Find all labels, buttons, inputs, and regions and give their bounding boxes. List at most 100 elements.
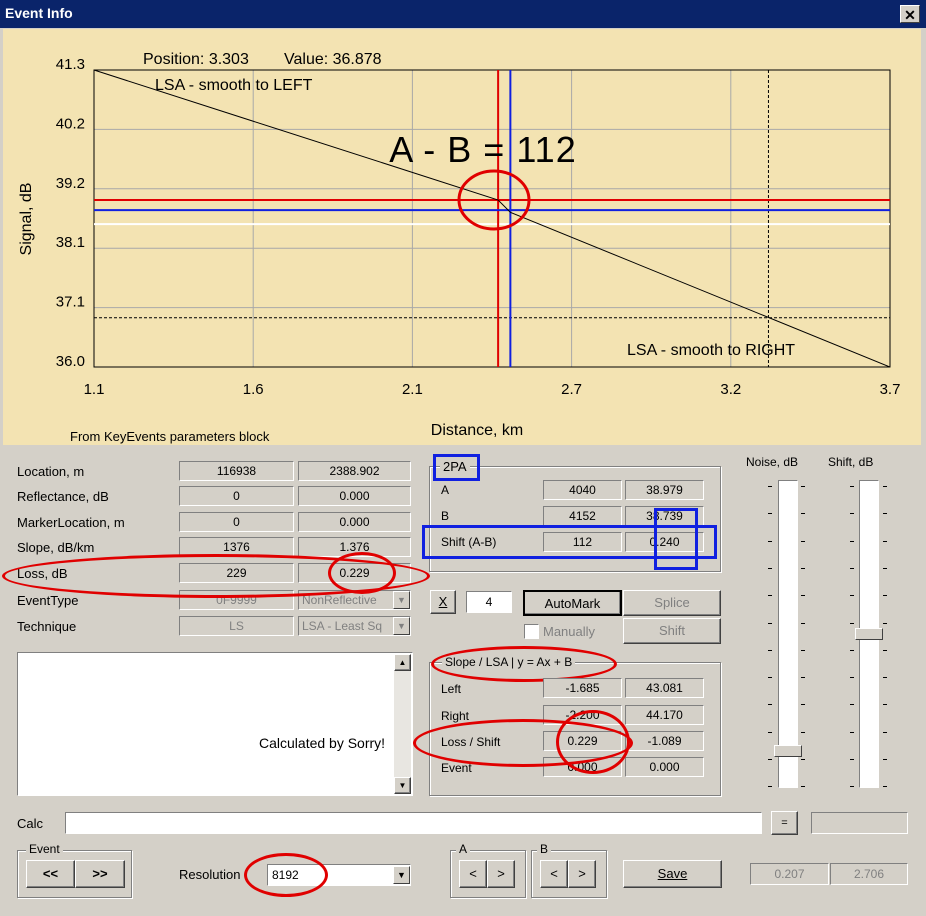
technique-label: Technique bbox=[17, 619, 77, 634]
slider-tick bbox=[883, 595, 887, 596]
twopa-title: 2PA bbox=[440, 459, 470, 474]
slider-tick bbox=[768, 759, 772, 760]
slider-tick bbox=[768, 541, 772, 542]
shift-button[interactable]: Shift bbox=[623, 618, 721, 644]
param-value-2: 2388.902 bbox=[298, 461, 411, 481]
y-axis-label: Signal, dB bbox=[18, 183, 35, 256]
slope-row-label: Right bbox=[441, 709, 470, 723]
calc-result-field bbox=[811, 812, 908, 834]
resolution-dropdown-arrow[interactable]: ▼ bbox=[393, 866, 410, 884]
slider-tick bbox=[883, 677, 887, 678]
twopa-row-label: A bbox=[441, 483, 450, 497]
memo-scroll-down-button[interactable]: ▼ bbox=[394, 777, 411, 794]
twopa-value-1: 112 bbox=[543, 532, 622, 552]
param-value-1: 0 bbox=[179, 512, 294, 532]
window-title: Event Info bbox=[5, 5, 73, 21]
slider-tick bbox=[883, 732, 887, 733]
close-button[interactable]: ✕ bbox=[900, 5, 920, 23]
manually-label: Manually bbox=[543, 624, 596, 639]
slider-tick bbox=[850, 568, 854, 569]
param-label: Loss, dB bbox=[17, 566, 68, 581]
slider-tick bbox=[801, 677, 805, 678]
b-nav-group bbox=[531, 850, 607, 898]
save-button[interactable]: Save bbox=[623, 860, 722, 888]
slider-tick bbox=[801, 786, 805, 787]
splice-button[interactable]: Splice bbox=[623, 590, 721, 616]
param-value-2: 0.000 bbox=[298, 512, 411, 532]
slider-tick bbox=[850, 759, 854, 760]
b-prev-button[interactable]: < bbox=[540, 860, 568, 888]
resolution-select[interactable]: 8192 bbox=[267, 864, 411, 886]
position-readout: Position: 3.303 bbox=[143, 51, 249, 68]
a-prev-button[interactable]: < bbox=[459, 860, 487, 888]
marker-highlight-oval bbox=[457, 169, 531, 231]
slider-tick bbox=[801, 568, 805, 569]
event-next-button[interactable]: >> bbox=[75, 860, 125, 888]
signal-chart[interactable]: 1.1 1.6 2.1 2.7 3.2 3.7 41.3 40.2 39.2 38.1 37.1 36… bbox=[3, 29, 921, 445]
value-readout: Value: 36.878 bbox=[284, 51, 382, 68]
event-prev-button[interactable]: << bbox=[26, 860, 75, 888]
title-bar bbox=[0, 0, 926, 28]
x-button[interactable]: X bbox=[430, 590, 456, 614]
manually-checkbox[interactable] bbox=[524, 624, 539, 639]
a-next-button[interactable]: > bbox=[487, 860, 515, 888]
param-label: MarkerLocation, m bbox=[17, 515, 125, 530]
slider-tick bbox=[801, 732, 805, 733]
twopa-value-1: 4040 bbox=[543, 480, 622, 500]
calc-equals-button[interactable]: = bbox=[771, 811, 798, 835]
x-tick-label: 2.7 bbox=[561, 381, 582, 398]
noise-slider-track[interactable] bbox=[778, 480, 798, 788]
slider-tick bbox=[883, 486, 887, 487]
slope-lsa-title: Slope / LSA | y = Ax + B bbox=[442, 655, 576, 669]
event-type-dropdown-arrow[interactable]: ▼ bbox=[393, 591, 410, 609]
slider-tick bbox=[883, 704, 887, 705]
event-type-code-field: 0F9999 bbox=[179, 590, 294, 610]
y-tick-label: 39.2 bbox=[56, 175, 85, 192]
readout-2: 2.706 bbox=[830, 863, 908, 885]
slider-tick bbox=[801, 486, 805, 487]
param-value-1: 116938 bbox=[179, 461, 294, 481]
param-label: Location, m bbox=[17, 464, 85, 479]
slider-tick bbox=[768, 704, 772, 705]
annotation-right: LSA - smooth to RIGHT bbox=[627, 342, 795, 359]
slider-tick bbox=[768, 623, 772, 624]
slider-tick bbox=[801, 650, 805, 651]
slider-tick bbox=[801, 623, 805, 624]
automark-button[interactable]: AutoMark bbox=[523, 590, 622, 616]
slider-tick bbox=[768, 513, 772, 514]
shift-slider-label: Shift, dB bbox=[828, 455, 874, 469]
technique-code-field: LS bbox=[179, 616, 294, 636]
x-value-field[interactable]: 4 bbox=[466, 591, 512, 613]
slope-value-1: -1.685 bbox=[543, 678, 622, 698]
technique-dropdown-arrow[interactable]: ▼ bbox=[393, 617, 410, 635]
slider-tick bbox=[883, 513, 887, 514]
x-tick-label: 1.1 bbox=[84, 381, 105, 398]
slider-tick bbox=[850, 677, 854, 678]
slider-tick bbox=[883, 759, 887, 760]
slider-tick bbox=[801, 595, 805, 596]
memo-text: Calculated by Sorry! bbox=[259, 735, 386, 751]
calc-input[interactable] bbox=[65, 812, 762, 834]
x-tick-label: 3.2 bbox=[720, 381, 741, 398]
slope-value-1: 0.000 bbox=[543, 757, 622, 777]
slider-tick bbox=[850, 541, 854, 542]
memo-scroll-up-button[interactable]: ▲ bbox=[394, 654, 411, 671]
noise-slider-label: Noise, dB bbox=[746, 455, 799, 469]
b-next-button[interactable]: > bbox=[568, 860, 596, 888]
param-value-1: 0 bbox=[179, 486, 294, 506]
memo-box[interactable] bbox=[17, 652, 413, 796]
y-tick-label: 36.0 bbox=[56, 353, 85, 370]
calc-label: Calc bbox=[17, 816, 44, 831]
event-nav-label: Event bbox=[26, 842, 63, 856]
slider-tick bbox=[850, 623, 854, 624]
noise-slider-thumb[interactable] bbox=[774, 745, 802, 757]
slider-tick bbox=[883, 786, 887, 787]
annotation-left: LSA - smooth to LEFT bbox=[155, 77, 313, 94]
twopa-row-label: Shift (A-B) bbox=[441, 535, 497, 549]
technique-select[interactable]: LSA - Least Sq bbox=[298, 616, 411, 636]
slider-tick bbox=[801, 541, 805, 542]
shift-slider-thumb[interactable] bbox=[855, 628, 883, 640]
x-axis-label: Distance, km bbox=[431, 422, 523, 439]
memo-scrollbar[interactable] bbox=[394, 654, 411, 794]
slider-tick bbox=[850, 732, 854, 733]
